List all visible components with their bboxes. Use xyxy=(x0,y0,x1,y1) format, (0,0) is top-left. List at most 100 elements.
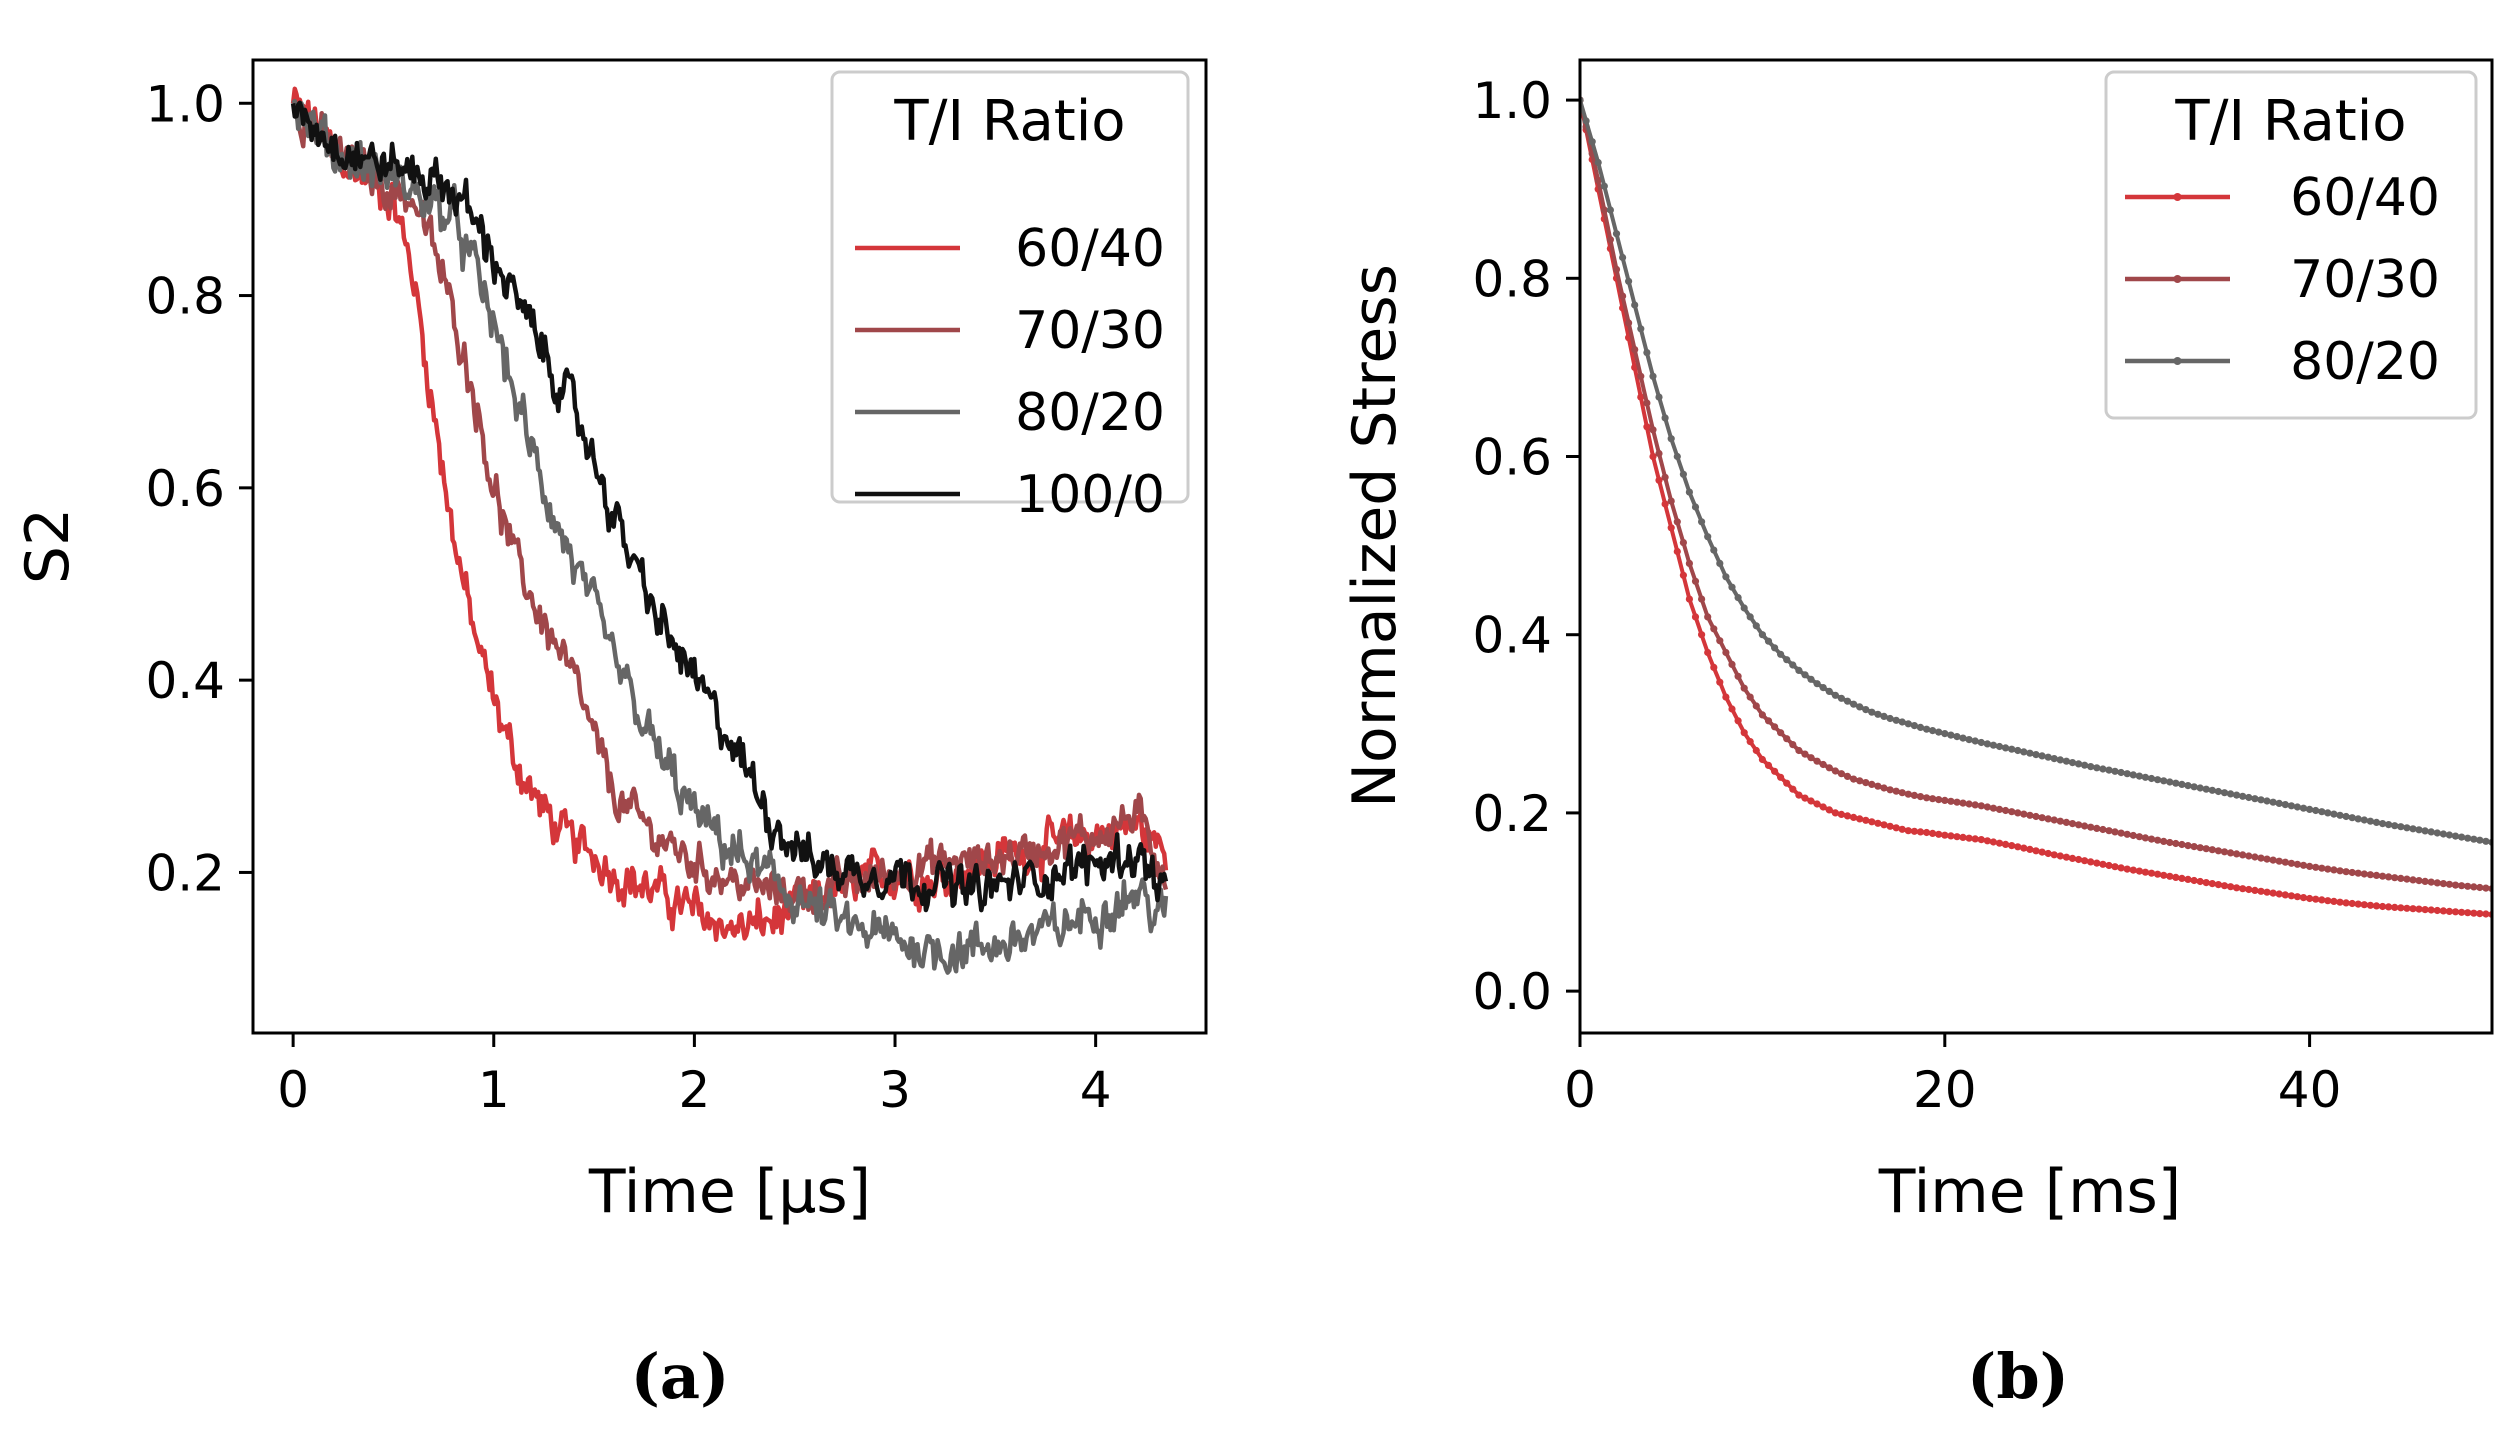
data-point xyxy=(2251,795,2259,803)
data-point xyxy=(1813,800,1821,808)
data-point xyxy=(2451,908,2460,916)
data-point xyxy=(2348,868,2356,877)
data-point xyxy=(2050,755,2058,763)
data-point xyxy=(1588,138,1596,146)
data-point xyxy=(2129,866,2137,874)
data-point xyxy=(1850,813,1858,822)
y-tick-label: 0.6 xyxy=(1472,429,1552,487)
data-point xyxy=(2470,835,2478,843)
data-point xyxy=(2360,816,2368,824)
data-point xyxy=(2056,852,2064,860)
data-point xyxy=(1631,301,1639,309)
data-point xyxy=(2111,828,2119,836)
data-point xyxy=(1625,277,1633,285)
data-point xyxy=(2117,864,2125,872)
legend-label: 70/30 xyxy=(2290,250,2440,310)
y-tick-label: 0.4 xyxy=(1472,607,1552,665)
data-point xyxy=(1612,230,1621,238)
data-point xyxy=(2068,759,2077,767)
data-point xyxy=(1904,827,1912,835)
data-point xyxy=(2111,767,2119,775)
data-point xyxy=(1862,706,1870,714)
data-point xyxy=(1758,631,1766,639)
data-point xyxy=(1606,206,1614,214)
data-point xyxy=(2336,811,2344,819)
data-point xyxy=(2105,827,2113,835)
data-point xyxy=(2379,902,2387,911)
data-point xyxy=(2385,903,2393,911)
data-point xyxy=(2220,848,2229,856)
data-point xyxy=(2117,829,2125,837)
data-point xyxy=(2099,765,2107,773)
caption-b: (b) xyxy=(1967,1340,2069,1413)
data-point xyxy=(1892,824,1900,832)
data-point xyxy=(1825,764,1833,772)
data-point xyxy=(1941,796,1949,805)
data-point xyxy=(2391,903,2399,912)
data-point xyxy=(2233,791,2241,799)
data-point xyxy=(2415,877,2423,885)
data-point xyxy=(1673,518,1681,526)
data-point xyxy=(1710,546,1718,554)
y-tick-label: 0.4 xyxy=(145,652,225,710)
data-point xyxy=(2020,748,2028,756)
data-point xyxy=(1965,834,1973,842)
data-point xyxy=(2129,771,2137,779)
data-point xyxy=(1819,684,1827,692)
legend-box xyxy=(2104,70,2478,420)
data-point xyxy=(1643,399,1651,407)
data-point xyxy=(1685,488,1693,496)
data-point xyxy=(1752,702,1760,710)
legend-a: T/I Ratio 60/40 70/30 80/20 100/0 xyxy=(830,70,1190,525)
data-point xyxy=(1923,828,1931,837)
data-point xyxy=(1777,650,1785,658)
data-point xyxy=(2147,774,2156,783)
data-point xyxy=(1831,809,1839,817)
data-point xyxy=(1983,803,1991,811)
data-point xyxy=(1661,414,1669,422)
legend-box xyxy=(830,70,1190,504)
data-point xyxy=(2099,860,2107,868)
y-tick-label: 1.0 xyxy=(145,75,225,133)
data-point xyxy=(2354,815,2362,823)
data-point xyxy=(2184,875,2192,884)
data-point xyxy=(2263,797,2271,805)
series-line-80-20 xyxy=(291,98,1169,975)
data-point xyxy=(1667,524,1675,532)
x-tick-label: 0 xyxy=(1564,1061,1596,1119)
data-point xyxy=(1989,838,1997,846)
data-point xyxy=(1825,806,1833,814)
data-point xyxy=(2476,910,2484,918)
data-point xyxy=(1679,539,1687,547)
data-point xyxy=(1916,793,1925,801)
data-point xyxy=(1789,785,1797,793)
data-point xyxy=(2075,760,2083,768)
data-point xyxy=(2433,906,2441,915)
data-point xyxy=(2372,871,2381,880)
data-point xyxy=(2245,793,2253,802)
data-point xyxy=(1801,671,1809,679)
data-point xyxy=(1698,595,1706,603)
data-point xyxy=(2062,853,2070,861)
data-point xyxy=(1716,678,1724,686)
data-point xyxy=(1971,737,1979,745)
data-point xyxy=(2391,874,2399,882)
data-point xyxy=(1716,559,1724,568)
data-point xyxy=(2172,873,2180,882)
data-point xyxy=(1929,829,1937,838)
data-point xyxy=(2354,869,2362,877)
data-point xyxy=(1704,613,1712,621)
data-point xyxy=(2451,881,2460,889)
y-tick-label: 0.2 xyxy=(145,844,225,902)
x-tick-label: 4 xyxy=(1080,1061,1112,1119)
data-point xyxy=(1661,500,1669,508)
data-point xyxy=(1649,426,1657,434)
data-point xyxy=(2026,749,2034,757)
data-point xyxy=(1771,644,1779,652)
data-point xyxy=(1868,780,1876,789)
data-point xyxy=(2445,880,2453,888)
data-point xyxy=(2178,874,2186,883)
data-point xyxy=(2458,882,2466,890)
data-point xyxy=(2257,796,2265,804)
data-point xyxy=(2038,752,2046,760)
